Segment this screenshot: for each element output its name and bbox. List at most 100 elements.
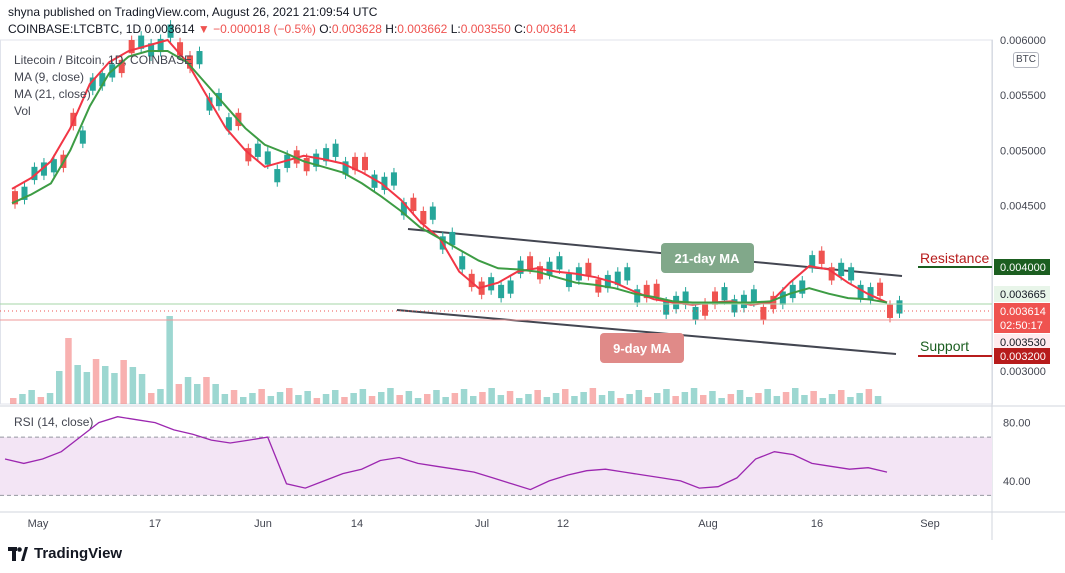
time-tick-label: Jun xyxy=(254,518,272,530)
brand-name: TradingView xyxy=(34,545,123,562)
price-tick-label: 0.003000 xyxy=(1000,366,1046,378)
volume-bar xyxy=(700,395,707,404)
price-tick-label: 0.004500 xyxy=(1000,200,1046,212)
volume-bar xyxy=(148,393,155,404)
time-tick-label: Aug xyxy=(698,518,718,530)
volume-bar xyxy=(746,397,753,404)
candle-body xyxy=(342,161,349,175)
volume-bar xyxy=(727,394,735,404)
candle-body xyxy=(750,289,757,303)
candle-body xyxy=(148,43,155,57)
volume-bar xyxy=(74,365,81,404)
candle-body xyxy=(857,284,864,299)
time-tick-label: 16 xyxy=(811,518,823,530)
volume-bar xyxy=(368,396,376,404)
low-value: 0.003550 xyxy=(460,22,511,36)
volume-bar xyxy=(433,390,440,404)
candle-body xyxy=(799,280,806,294)
candle-body xyxy=(390,172,397,186)
volume-bar xyxy=(764,389,771,404)
volume-bar xyxy=(874,396,882,404)
volume-bar xyxy=(129,367,137,404)
volume-bar xyxy=(378,392,385,404)
volume-bar xyxy=(534,390,541,404)
candle-body xyxy=(352,156,359,171)
price-tick-label: 0.005500 xyxy=(1000,90,1046,102)
candle-body xyxy=(313,153,320,167)
candle-body xyxy=(468,273,475,288)
ma21-callout-box xyxy=(661,243,754,273)
volume-bar xyxy=(488,388,495,404)
volume-bar xyxy=(589,388,597,404)
volume-legend[interactable]: Vol xyxy=(14,104,31,118)
volume-bar xyxy=(792,388,799,404)
volume-bar xyxy=(46,393,54,404)
currency-badge[interactable]: BTC xyxy=(1013,52,1039,68)
volume-bar xyxy=(166,316,173,404)
volume-bar xyxy=(230,390,238,404)
candle-body xyxy=(712,291,718,305)
candle-body xyxy=(449,231,456,246)
volume-bar xyxy=(782,392,790,404)
volume-bar xyxy=(644,397,652,404)
candle-body xyxy=(653,283,660,298)
rsi-legend[interactable]: RSI (14, close) xyxy=(14,415,94,429)
candle-body xyxy=(498,284,505,299)
candle-body xyxy=(809,255,816,269)
candle-body xyxy=(828,267,835,281)
ma9-legend[interactable]: MA (9, close) xyxy=(14,70,85,84)
candle-body xyxy=(50,159,57,173)
price-tick-label: 0.005000 xyxy=(1000,145,1046,157)
volume-bar xyxy=(240,397,247,404)
price-change: −0.000018 (−0.5%) xyxy=(213,22,316,36)
resistance-label: Resistance xyxy=(920,250,989,266)
candle-body xyxy=(187,55,193,69)
candle-body xyxy=(196,51,203,65)
candle-body xyxy=(420,210,427,225)
time-tick-label: Jul xyxy=(475,518,489,530)
ma21-price-label-bg xyxy=(994,286,1050,302)
volume-bar xyxy=(175,384,183,404)
volume-bar xyxy=(276,392,284,404)
tradingview-logo-icon xyxy=(8,546,28,561)
volume-bar xyxy=(286,388,293,404)
candle-body xyxy=(556,256,563,270)
volume-bar xyxy=(102,366,109,404)
candle-body xyxy=(614,271,621,285)
volume-bar xyxy=(709,391,716,404)
volume-bar xyxy=(212,384,219,404)
candle-body xyxy=(663,301,670,315)
tradingview-footer[interactable]: TradingView xyxy=(8,545,122,562)
candle-body xyxy=(459,256,466,270)
candle-body xyxy=(99,73,106,87)
volume-bar xyxy=(819,398,827,404)
candle-body xyxy=(89,77,96,91)
volume-bar xyxy=(681,392,689,404)
candle-body xyxy=(789,284,796,299)
ma21-line xyxy=(11,50,888,304)
volume-bar xyxy=(10,398,17,404)
last-price-label-bg xyxy=(994,303,1050,333)
candle-body xyxy=(40,162,47,176)
volume-bar xyxy=(65,338,72,404)
volume-bar xyxy=(626,394,633,404)
volume-bar xyxy=(424,394,431,404)
candle-body xyxy=(225,117,232,131)
publisher-line: shyna published on TradingView.com, Augu… xyxy=(8,5,378,19)
volume-bar xyxy=(221,394,229,404)
candle-body xyxy=(12,191,18,205)
candle-body xyxy=(760,306,767,321)
candle-body xyxy=(157,38,164,53)
volume-bar xyxy=(571,396,578,404)
volume-bar xyxy=(598,395,606,404)
volume-bar xyxy=(479,392,486,404)
support-price-label: 0.003200 xyxy=(1000,351,1046,363)
chart-title[interactable]: Litecoin / Bitcoin, 1D, COINBASE xyxy=(14,53,193,67)
volume-bar xyxy=(460,389,468,404)
ma21-legend[interactable]: MA (21, close) xyxy=(14,87,91,101)
volume-bar xyxy=(322,394,330,404)
candle-body xyxy=(634,289,641,303)
candle-body xyxy=(867,287,874,301)
symbol-label: COINBASE:LTCBTC, 1D xyxy=(8,22,142,36)
volume-bar xyxy=(506,391,514,404)
